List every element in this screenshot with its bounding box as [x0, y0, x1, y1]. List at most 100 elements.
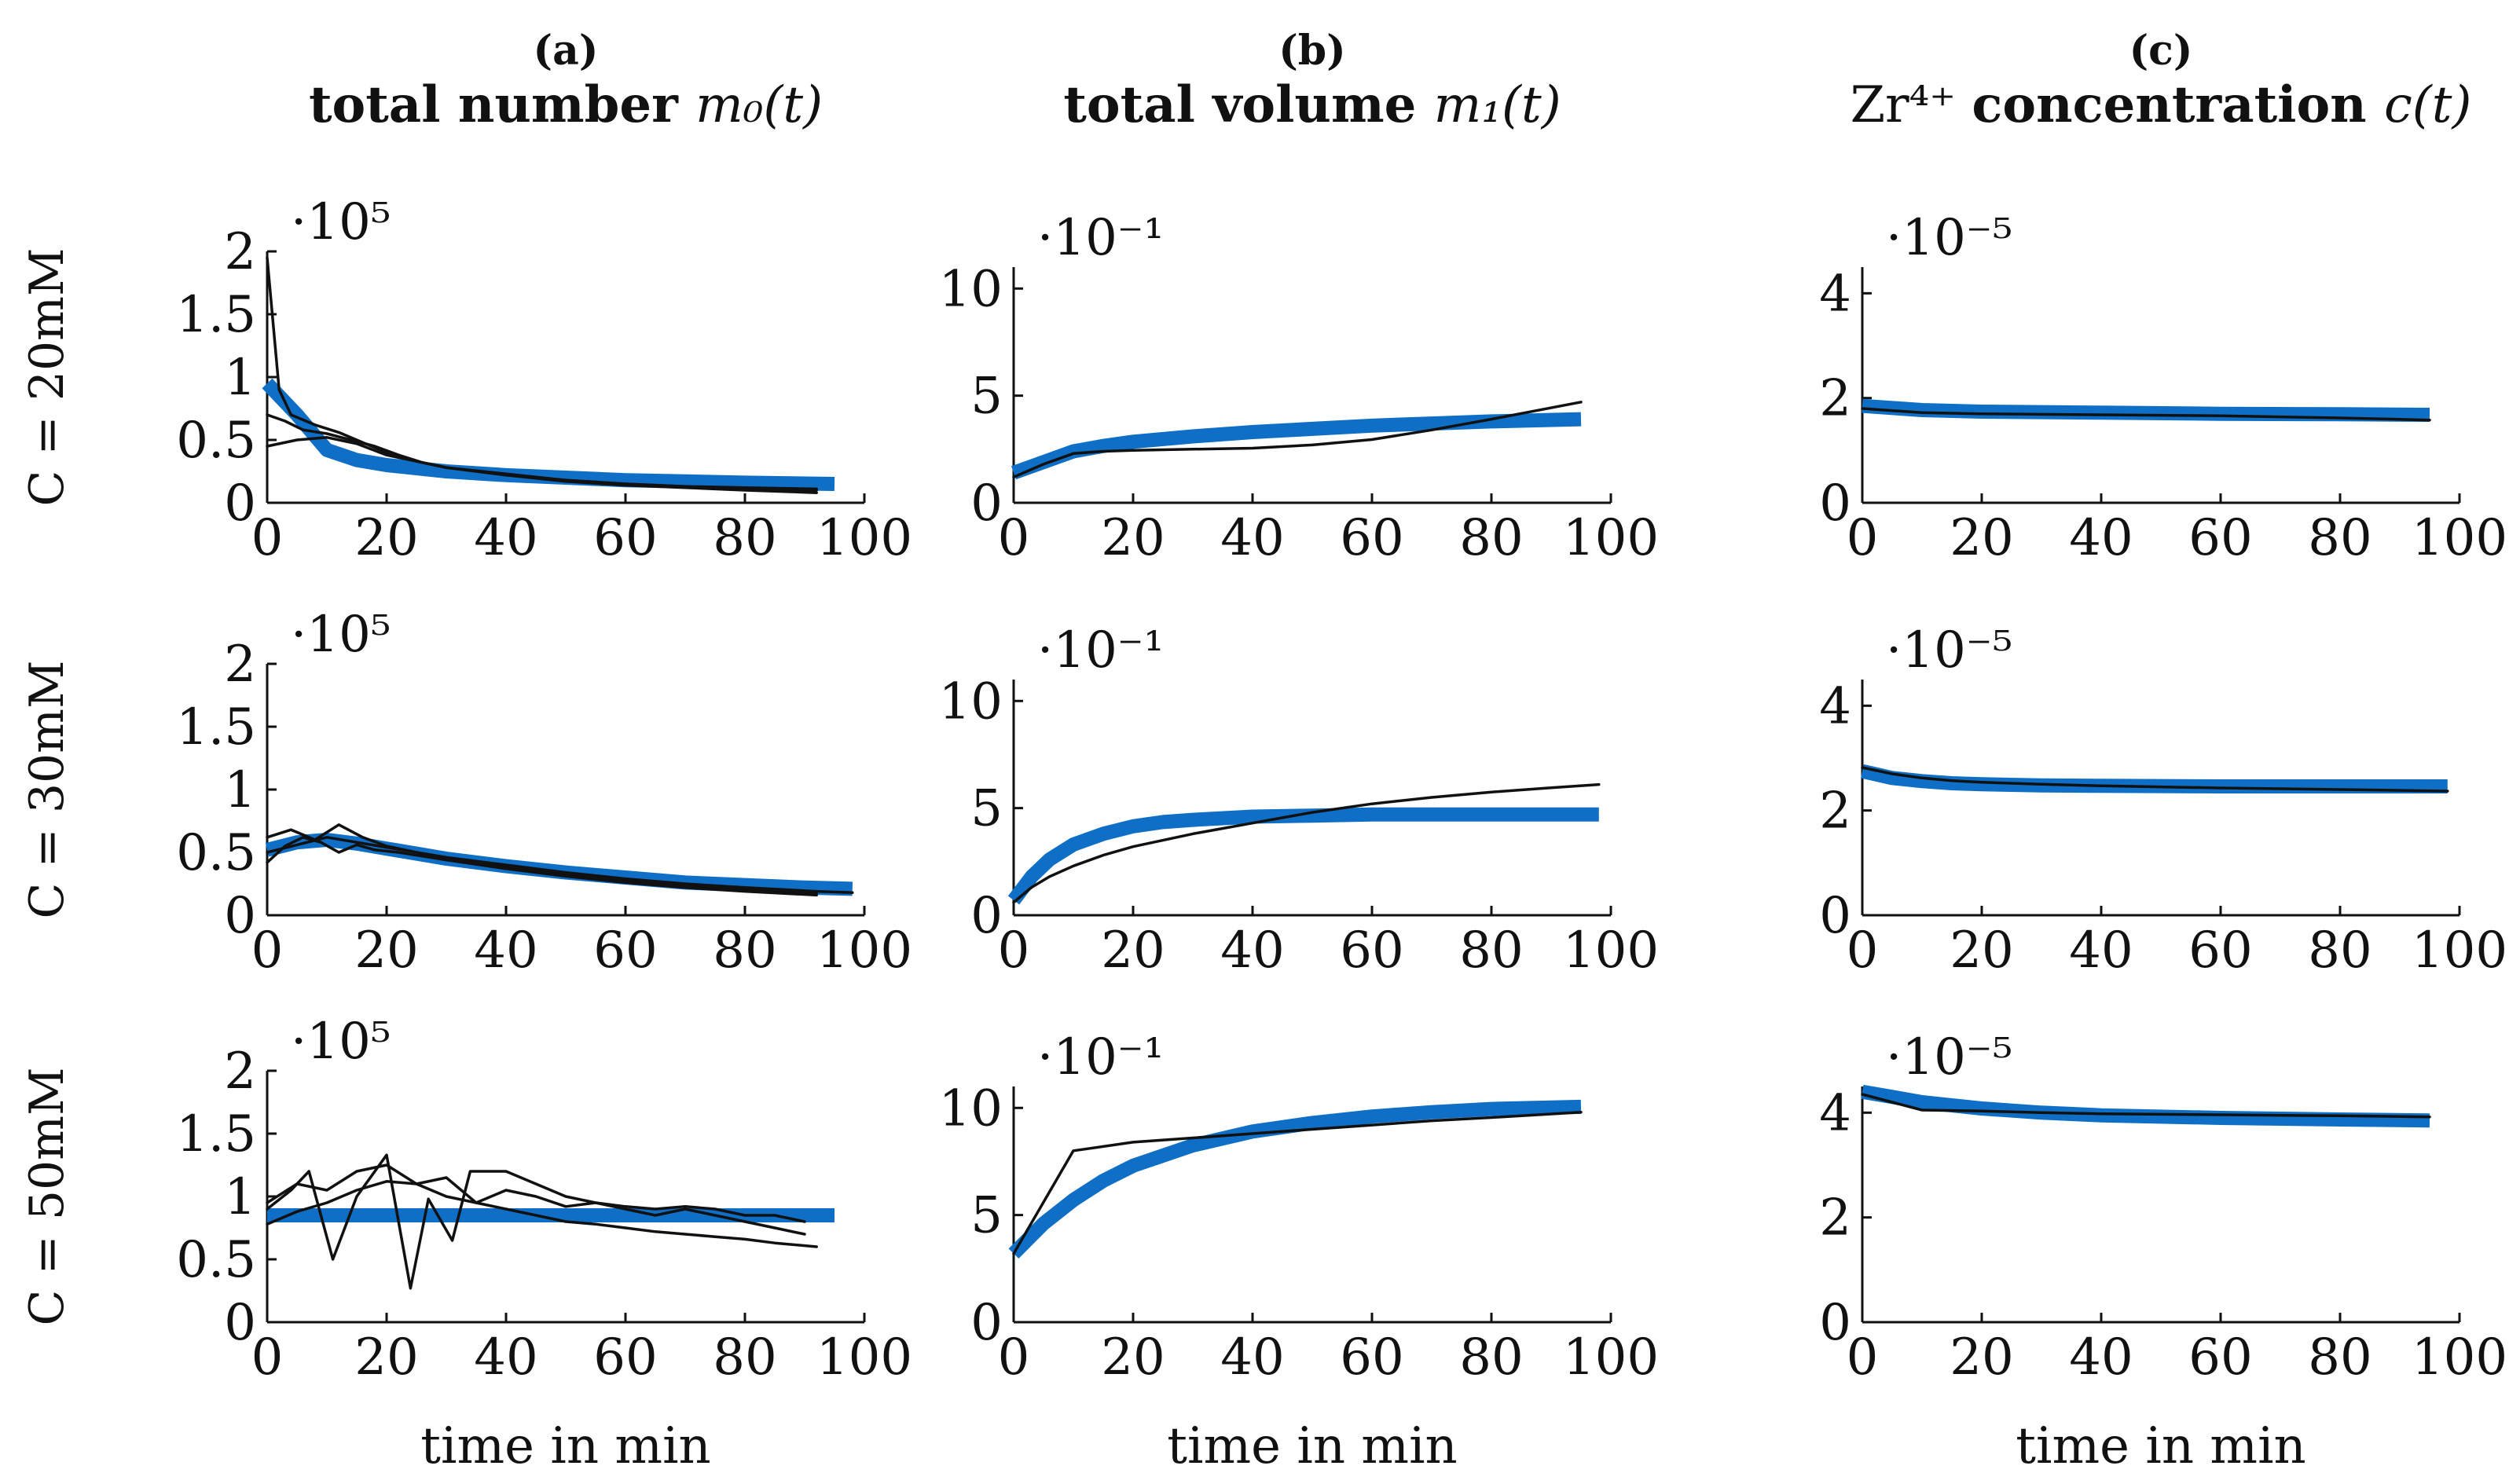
measured-series-line: [1012, 1110, 1583, 1255]
x-tick-label: 40: [2069, 922, 2133, 980]
y-tick-label: 0: [1819, 887, 1851, 945]
y-tick-label: 1.5: [176, 1105, 256, 1163]
x-tick-label: 80: [2308, 509, 2371, 567]
y-tick-label: 5: [970, 1187, 1003, 1245]
y-tick-label: 4: [1819, 265, 1851, 323]
column-title-math: c(t): [2384, 76, 2472, 134]
y-tick-label: 0: [224, 1294, 256, 1352]
x-tick-label: 100: [1563, 922, 1659, 980]
x-tick-label: 100: [2412, 1328, 2507, 1387]
x-tick-label: 100: [816, 1328, 912, 1387]
x-tick-label: 20: [354, 1328, 418, 1387]
y-tick-label: 4: [1819, 677, 1851, 735]
x-tick-label: 40: [2069, 509, 2133, 567]
x-tick-label: 60: [1340, 1328, 1403, 1387]
x-tick-label: 40: [474, 509, 537, 567]
x-tick-label: 80: [1459, 509, 1523, 567]
measured-series-line: [1861, 407, 2431, 422]
x-tick-label: 0: [998, 922, 1030, 980]
y-tick-label: 0: [970, 1294, 1003, 1352]
y-exponent-label: ·10⁵: [291, 606, 391, 664]
column-title: total number m₀(t): [309, 75, 823, 134]
measured-series-line: [1861, 766, 2449, 793]
row-label: C = 20mM: [20, 247, 75, 506]
fit-series-line: [1011, 412, 1582, 480]
y-exponent-label: ·10⁵: [291, 193, 391, 251]
y-tick-label: 2: [1819, 782, 1851, 841]
measured-series-line: [266, 1153, 806, 1290]
x-tick-label: 40: [1220, 509, 1284, 567]
x-tick-label: 0: [1847, 1328, 1879, 1387]
y-tick-label: 0: [970, 887, 1003, 945]
x-tick-label: 0: [251, 1328, 284, 1387]
x-tick-label: 20: [354, 509, 418, 567]
y-tick-label: 4: [1819, 1084, 1851, 1142]
x-tick-label: 20: [354, 922, 418, 980]
y-tick-label: 2: [224, 636, 256, 694]
y-tick-label: 10: [939, 260, 1003, 318]
y-tick-label: 0: [224, 475, 256, 533]
y-exponent-label: ·10⁻⁵: [1886, 621, 2012, 680]
x-tick-label: 80: [1459, 922, 1523, 980]
y-tick-label: 0.5: [176, 1231, 256, 1289]
x-tick-label: 60: [2188, 922, 2252, 980]
y-tick-label: 1: [224, 761, 256, 819]
y-tick-label: 0: [970, 475, 1003, 533]
x-tick-label: 40: [1220, 1328, 1284, 1387]
row-label: C = 30mM: [20, 660, 75, 918]
measured-series-line: [266, 1163, 806, 1236]
x-tick-label: 60: [593, 1328, 657, 1387]
y-tick-label: 0: [1819, 1294, 1851, 1352]
x-tick-label: 60: [1340, 509, 1403, 567]
x-tick-label: 100: [2412, 922, 2507, 980]
x-tick-label: 40: [1220, 922, 1284, 980]
y-exponent-label: ·10⁻⁵: [1886, 1028, 2012, 1086]
y-tick-label: 1: [224, 349, 256, 407]
y-tick-label: 0.5: [176, 824, 256, 882]
x-tick-label: 80: [713, 922, 776, 980]
x-tick-label: 60: [2188, 509, 2252, 567]
chart-panel: 0 20 40 60 80 100 0 5 10 ·10⁻¹: [939, 209, 1660, 567]
measured-series-line: [266, 436, 818, 491]
x-tick-label: 0: [1847, 922, 1879, 980]
x-tick-label: 80: [2308, 1328, 2371, 1387]
chart-panel: 0 20 40 60 80 100 0 5 10 ·10⁻¹: [939, 1028, 1660, 1387]
y-tick-label: 2: [1819, 1189, 1851, 1248]
row-label: C = 50mM: [20, 1067, 75, 1325]
x-tick-label: 0: [998, 1328, 1030, 1387]
y-tick-label: 10: [939, 672, 1003, 731]
y-tick-label: 0: [224, 887, 256, 945]
fit-series-line: [262, 378, 835, 491]
column-headers: (a)total number m₀(t) (b)total volume m₁(…: [309, 27, 2472, 134]
x-tick-label: 100: [1563, 509, 1659, 567]
x-tick-label: 0: [998, 509, 1030, 567]
x-tick-label: 40: [474, 922, 537, 980]
x-tick-label: 80: [1459, 1328, 1523, 1387]
column-title-bold: total number: [309, 75, 695, 134]
y-tick-label: 2: [224, 1042, 256, 1101]
fit-series-line: [1008, 1099, 1582, 1259]
x-tick-label: 0: [251, 509, 284, 567]
y-tick-label: 5: [970, 368, 1003, 426]
x-tick-label: 80: [713, 1328, 776, 1387]
fit-series-line: [1007, 807, 1599, 905]
y-exponent-label: ·10⁻¹: [1037, 621, 1164, 680]
x-tick-label: 60: [1340, 922, 1403, 980]
x-axis-label: time in min: [420, 1417, 711, 1475]
row-labels: C = 20mM C = 30mM C = 50mM: [20, 247, 75, 1325]
x-tick-label: 60: [593, 922, 657, 980]
x-tick-label: 20: [1950, 1328, 2013, 1387]
x-tick-label: 40: [474, 1328, 537, 1387]
x-tick-label: 20: [1101, 922, 1165, 980]
chart-panel: 0 20 40 60 80 100 0 2 4 ·10⁻⁵: [1819, 621, 2507, 980]
fit-series-line: [265, 833, 853, 896]
measured-series-line: [266, 1180, 818, 1248]
x-tick-label: 20: [1950, 509, 2013, 567]
x-tick-label: 60: [593, 509, 657, 567]
x-tick-label: 100: [1563, 1328, 1659, 1387]
x-tick-label: 20: [1950, 922, 2013, 980]
measured-series-line: [1012, 401, 1583, 479]
fit-series-line: [1861, 764, 2448, 793]
